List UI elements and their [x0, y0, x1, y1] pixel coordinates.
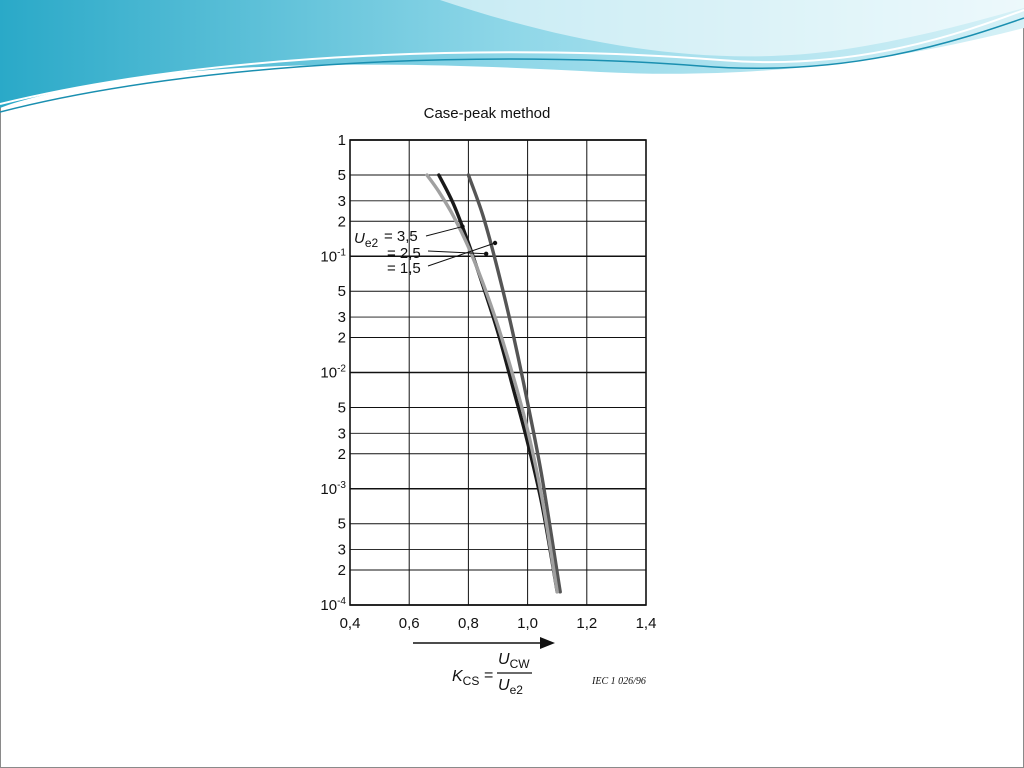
- y-minor-tick-label: 3: [338, 309, 346, 326]
- figure-credit: IEC 1 026/96: [591, 676, 646, 687]
- x-tick-label: 1,2: [576, 615, 597, 632]
- y-tick-label: 10-3: [320, 480, 346, 498]
- formula-k: KCS: [452, 668, 479, 688]
- y-minor-tick-label: 3: [338, 425, 346, 442]
- x-axis-formula: KCS = UCW Ue2: [413, 637, 555, 697]
- y-minor-tick-label: 5: [338, 516, 346, 533]
- y-tick-label: 10-1: [320, 247, 346, 265]
- y-minor-tick-label: 5: [338, 399, 346, 416]
- legend-leader-arrowhead: [492, 240, 498, 246]
- legend-entry: = 1,5: [387, 260, 421, 277]
- y-minor-tick-label: 5: [338, 167, 346, 184]
- y-minor-tick-label: 2: [338, 213, 346, 230]
- x-tick-label: 0,8: [458, 615, 479, 632]
- legend-entry: = 2,5: [387, 245, 421, 262]
- legend-leader-line: [425, 226, 463, 237]
- y-minor-tick-label: 2: [338, 330, 346, 347]
- legend-leader-line: [427, 250, 487, 255]
- legend-symbol: Ue2: [354, 230, 379, 250]
- y-minor-tick-label: 2: [338, 562, 346, 579]
- y-minor-tick-label: 5: [338, 283, 346, 300]
- y-minor-tick-label: 3: [338, 542, 346, 559]
- y-tick-label: 10-4: [320, 596, 346, 614]
- header-wave-banner: [0, 0, 1024, 113]
- x-axis-ticks: 0,4 0,6 0,8 1,0 1,2 1,4: [340, 615, 657, 632]
- legend-leader-line: [427, 242, 496, 267]
- series-line-2-5: [466, 173, 562, 594]
- x-tick-label: 0,6: [399, 615, 420, 632]
- legend: Ue2 = 3,5= 2,5= 1,5: [354, 224, 498, 277]
- x-tick-label: 1,0: [517, 615, 538, 632]
- grid: [349, 139, 647, 606]
- series-lines: [425, 173, 562, 594]
- chart-title: Case-peak method: [424, 105, 551, 122]
- x-axis-arrow-head: [540, 637, 555, 649]
- y-tick-label: 10-2: [320, 364, 346, 382]
- series-line-1-5: [425, 173, 559, 594]
- legend-leader-arrowhead: [460, 224, 465, 229]
- formula-numerator: UCW: [498, 651, 530, 671]
- formula-equals: =: [484, 667, 493, 684]
- legend-entry: = 3,5: [384, 228, 418, 245]
- x-tick-label: 1,4: [636, 615, 657, 632]
- x-tick-label: 0,4: [340, 615, 361, 632]
- chart-background: [312, 88, 668, 700]
- y-minor-tick-label: 2: [338, 446, 346, 463]
- legend-leader-arrowhead: [483, 251, 489, 256]
- formula-denominator: Ue2: [498, 677, 523, 697]
- y-tick-label: 1: [338, 132, 346, 149]
- y-minor-tick-label: 3: [338, 193, 346, 210]
- y-axis-ticks: 1 5 3 2 10-1 5 3 2 10-2 5 3 2 10-3 5 3 2 10-4: [320, 132, 346, 614]
